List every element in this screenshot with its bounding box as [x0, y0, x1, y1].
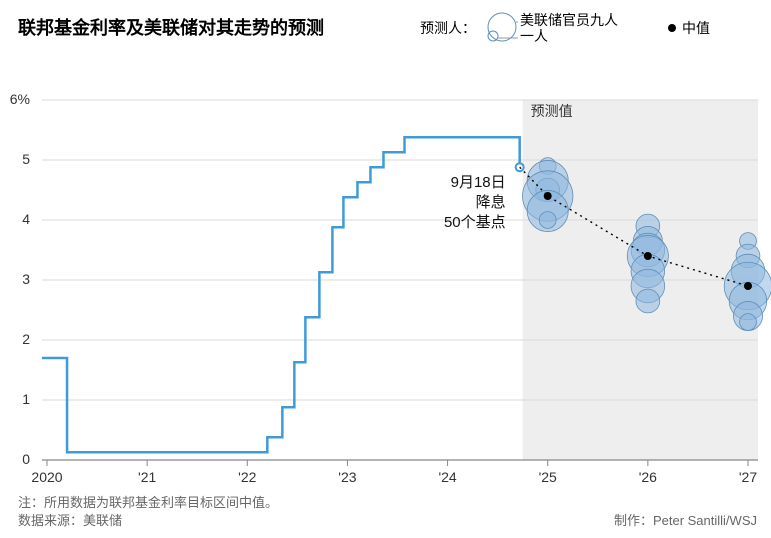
x-tick-label: '26: [639, 469, 657, 485]
y-tick-label: 6%: [10, 91, 30, 107]
forecast-bubble: [636, 289, 660, 313]
rate-line: [42, 137, 520, 452]
x-tick-label: '25: [539, 469, 557, 485]
x-tick-label: 2020: [31, 469, 62, 485]
annotation-line: 9月18日: [451, 174, 506, 191]
y-tick-label: 5: [22, 151, 30, 167]
x-tick-label: '21: [138, 469, 156, 485]
chart-svg: 0 1 2 3 4 5 6% 2020 '21 '22 '23 '24 '25 '26 '27 预测值 9月18…: [0, 0, 771, 500]
credit: 制作：Peter Santilli/WSJ: [614, 510, 757, 529]
forecast-bubble: [740, 314, 757, 331]
x-tick-label: '27: [739, 469, 757, 485]
annotation-line: 50个基点: [444, 214, 506, 231]
forecast-bubble: [539, 212, 556, 229]
y-tick-label: 4: [22, 211, 30, 227]
y-tick-label: 0: [22, 451, 30, 467]
median-dot: [544, 192, 552, 200]
y-tick-label: 1: [22, 391, 30, 407]
footnote-1: 注：所用数据为联邦基金利率目标区间中值。: [18, 492, 278, 511]
median-dot: [744, 282, 752, 290]
x-tick-label: '23: [338, 469, 356, 485]
y-tick-label: 3: [22, 271, 30, 287]
median-dot: [644, 252, 652, 260]
x-tick-label: '24: [438, 469, 456, 485]
x-tick-label: '22: [238, 469, 256, 485]
annotation-line: 降息: [476, 194, 506, 211]
forecast-header: 预测值: [531, 103, 573, 119]
y-tick-label: 2: [22, 331, 30, 347]
footnote-2: 数据来源：美联储: [18, 510, 122, 529]
